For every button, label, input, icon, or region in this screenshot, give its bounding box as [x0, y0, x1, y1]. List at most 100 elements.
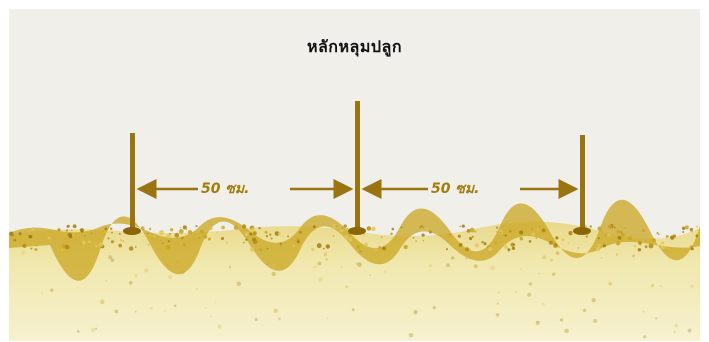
soil-speck: [339, 228, 344, 233]
soil-speck: [149, 306, 153, 310]
soil-speck: [610, 239, 613, 241]
soil-speck: [210, 315, 212, 318]
stake-left: [130, 133, 135, 229]
soil-speck: [496, 226, 499, 229]
soil-speck: [346, 227, 349, 230]
soil-speck: [18, 232, 22, 236]
soil-speck: [474, 230, 477, 233]
soil-speck: [182, 243, 186, 247]
soil-speck: [357, 262, 362, 267]
soil-speck: [670, 235, 675, 240]
soil-speck: [465, 257, 468, 260]
soil-speck: [147, 233, 149, 235]
soil-speck: [466, 229, 471, 233]
soil-speck: [129, 281, 133, 285]
soil-speck: [500, 231, 502, 233]
soil-speck: [250, 227, 255, 233]
soil-speck: [461, 224, 465, 228]
soil-speck: [98, 242, 104, 248]
soil-speck: [602, 244, 607, 248]
soil-speck: [555, 236, 559, 240]
soil-speck: [520, 268, 522, 271]
soil-speck: [616, 230, 620, 234]
soil-speck: [510, 242, 515, 247]
soil-speck: [32, 240, 35, 242]
soil-speck: [584, 224, 588, 228]
soil-speck: [280, 264, 284, 267]
soil-speck: [65, 229, 69, 232]
soil-speck: [108, 255, 113, 260]
soil-speck: [673, 330, 676, 333]
soil-speck: [495, 313, 500, 317]
soil-speck: [166, 234, 171, 239]
soil-speck: [214, 301, 217, 304]
soil-speck: [628, 236, 632, 241]
soil-speck: [249, 247, 255, 252]
stake-right-base: [573, 227, 591, 235]
soil-speck: [47, 236, 51, 240]
soil-speck: [76, 330, 80, 333]
soil-speck: [561, 238, 565, 242]
soil-speck: [600, 257, 603, 259]
soil-speck: [695, 234, 699, 238]
soil-speck: [118, 243, 122, 248]
soil-speck: [421, 233, 425, 237]
soil-speck: [687, 328, 692, 333]
soil-speck: [340, 266, 343, 268]
soil-speck: [615, 241, 621, 246]
soil-speck: [538, 273, 541, 275]
soil-speck: [582, 308, 587, 313]
dimension-label-right: 50 ซม.: [428, 181, 483, 197]
soil-speck: [648, 243, 654, 249]
soil-speck: [196, 288, 199, 290]
soil-speck: [615, 253, 619, 256]
soil-speck: [469, 236, 473, 241]
soil-speck: [31, 227, 35, 231]
soil-speck: [641, 229, 645, 232]
soil-speck: [474, 243, 480, 248]
soil-speck: [111, 231, 113, 234]
soil-speck: [665, 235, 669, 238]
soil-speck: [494, 242, 497, 245]
soil-speck: [651, 238, 656, 243]
soil-speck: [483, 242, 487, 246]
soil-speck: [591, 298, 596, 303]
soil-speck: [134, 310, 137, 313]
soil-speck: [541, 228, 546, 233]
soil-speck: [216, 232, 218, 234]
soil-speck: [277, 317, 281, 321]
soil-speck: [110, 227, 113, 230]
soil-speck: [95, 327, 98, 330]
soil-speck: [535, 237, 537, 239]
soil-speck: [571, 232, 573, 234]
soil-speck: [80, 243, 82, 245]
soil-speck: [380, 236, 383, 239]
soil-speck: [371, 226, 376, 232]
soil-speck: [173, 304, 177, 308]
soil-speck: [458, 243, 463, 247]
soil-speck: [169, 233, 171, 235]
soil-speck: [253, 239, 258, 244]
stake-center-base: [348, 227, 366, 235]
soil-speck: [249, 232, 253, 236]
soil-speck: [271, 271, 276, 277]
soil-speck: [259, 248, 263, 252]
soil-speck: [57, 228, 61, 232]
soil-speck: [243, 241, 245, 244]
soil-speck: [487, 246, 493, 252]
soil-speck: [497, 291, 500, 294]
soil-speck: [420, 227, 424, 231]
soil-speck: [681, 226, 686, 230]
soil-speck: [643, 335, 647, 339]
soil-speck: [287, 235, 290, 238]
soil-speck: [333, 241, 336, 243]
soil-speck: [597, 226, 602, 231]
soil-speck: [651, 283, 655, 288]
soil-speck: [596, 246, 601, 251]
soil-speck: [364, 242, 369, 246]
soil-speck: [473, 264, 478, 269]
soil-speck: [481, 241, 484, 244]
soil-speck: [531, 228, 534, 231]
soil-speck: [34, 248, 38, 251]
soil-speck: [568, 231, 573, 236]
